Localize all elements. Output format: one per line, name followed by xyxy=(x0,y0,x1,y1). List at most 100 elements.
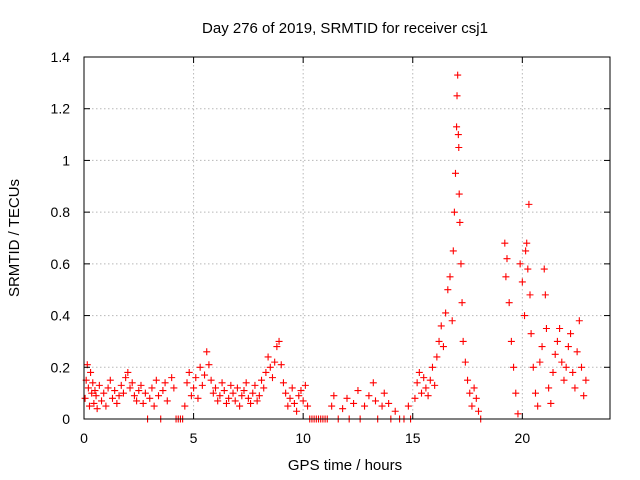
data-point xyxy=(85,402,93,410)
data-point xyxy=(501,239,509,247)
data-point xyxy=(218,379,226,387)
data-point xyxy=(170,384,178,392)
data-point xyxy=(503,255,511,263)
data-point xyxy=(455,190,463,198)
data-point xyxy=(507,337,515,345)
data-point xyxy=(413,379,421,387)
data-point xyxy=(98,397,106,405)
data-point xyxy=(122,374,130,382)
data-point xyxy=(450,208,458,216)
data-point xyxy=(90,399,98,407)
axis-ticks: 0 5 10 15 20 0 0.2 0.4 0.6 0.8 1 1.2 1.4 xyxy=(51,49,610,446)
data-point xyxy=(575,317,583,325)
data-point xyxy=(378,402,386,410)
data-point xyxy=(249,389,257,397)
data-point xyxy=(135,387,143,395)
data-point xyxy=(426,376,434,384)
data-point xyxy=(152,376,160,384)
data-point xyxy=(431,381,439,389)
data-point xyxy=(339,405,347,413)
data-point xyxy=(148,384,156,392)
data-point xyxy=(284,402,292,410)
data-point xyxy=(542,325,550,332)
data-point xyxy=(380,389,388,397)
data-point xyxy=(446,273,454,281)
data-point xyxy=(475,407,482,415)
data-point xyxy=(433,353,441,361)
plot-frame xyxy=(83,56,611,420)
data-point xyxy=(451,169,459,177)
data-point xyxy=(214,397,222,405)
data-point xyxy=(525,200,533,208)
data-point xyxy=(540,265,548,273)
data-point xyxy=(404,402,412,410)
data-point xyxy=(531,389,539,397)
data-point xyxy=(198,381,206,389)
data-point xyxy=(505,299,513,307)
data-point xyxy=(514,410,522,418)
data-point xyxy=(262,368,270,376)
y-tick-label: 1 xyxy=(62,152,70,168)
data-point xyxy=(556,325,564,332)
data-point xyxy=(422,384,430,392)
data-point xyxy=(150,402,158,410)
data-point xyxy=(225,394,233,402)
data-point xyxy=(536,358,544,366)
data-point xyxy=(304,402,312,410)
data-point xyxy=(454,131,462,139)
data-point xyxy=(521,312,529,320)
data-point xyxy=(549,368,557,376)
data-point xyxy=(526,291,534,299)
data-point xyxy=(371,397,379,405)
data-point xyxy=(444,286,452,294)
x-tick-label: 15 xyxy=(405,430,421,446)
data-point xyxy=(240,387,248,395)
data-point xyxy=(529,363,537,371)
data-point xyxy=(205,361,213,369)
data-point xyxy=(268,374,276,382)
data-point xyxy=(458,299,466,307)
y-tick-label: 1.2 xyxy=(51,101,71,117)
data-point xyxy=(137,381,145,389)
data-point xyxy=(524,265,532,273)
data-point xyxy=(415,368,423,376)
data-points xyxy=(81,71,590,423)
data-point xyxy=(168,374,176,382)
data-point xyxy=(126,384,134,392)
data-point xyxy=(457,260,465,268)
data-point xyxy=(258,376,266,384)
data-point xyxy=(516,260,524,268)
data-point xyxy=(541,291,549,299)
data-point xyxy=(456,218,464,226)
data-point xyxy=(523,239,531,247)
x-tick-label: 10 xyxy=(295,430,311,446)
data-point xyxy=(187,392,195,400)
data-point xyxy=(411,394,419,402)
data-point xyxy=(453,92,461,100)
data-point xyxy=(573,348,581,356)
data-point xyxy=(470,384,478,392)
data-point xyxy=(293,407,301,415)
data-point xyxy=(159,387,167,395)
data-point xyxy=(190,384,198,392)
data-point xyxy=(454,71,462,79)
y-tick-label: 0 xyxy=(62,411,70,427)
data-point xyxy=(253,397,261,405)
data-point xyxy=(453,123,461,131)
data-point xyxy=(93,405,101,413)
data-point xyxy=(163,397,171,405)
data-point xyxy=(472,394,480,402)
data-point xyxy=(282,389,290,397)
data-point xyxy=(279,379,287,387)
data-point xyxy=(510,363,518,371)
data-point xyxy=(124,368,132,376)
data-point xyxy=(266,363,274,371)
data-point xyxy=(449,247,457,255)
data-point xyxy=(119,389,127,397)
data-point xyxy=(538,343,546,351)
data-point xyxy=(236,402,244,410)
data-point xyxy=(578,363,586,371)
data-point xyxy=(571,384,579,392)
data-point xyxy=(141,389,149,397)
data-point xyxy=(562,363,570,371)
